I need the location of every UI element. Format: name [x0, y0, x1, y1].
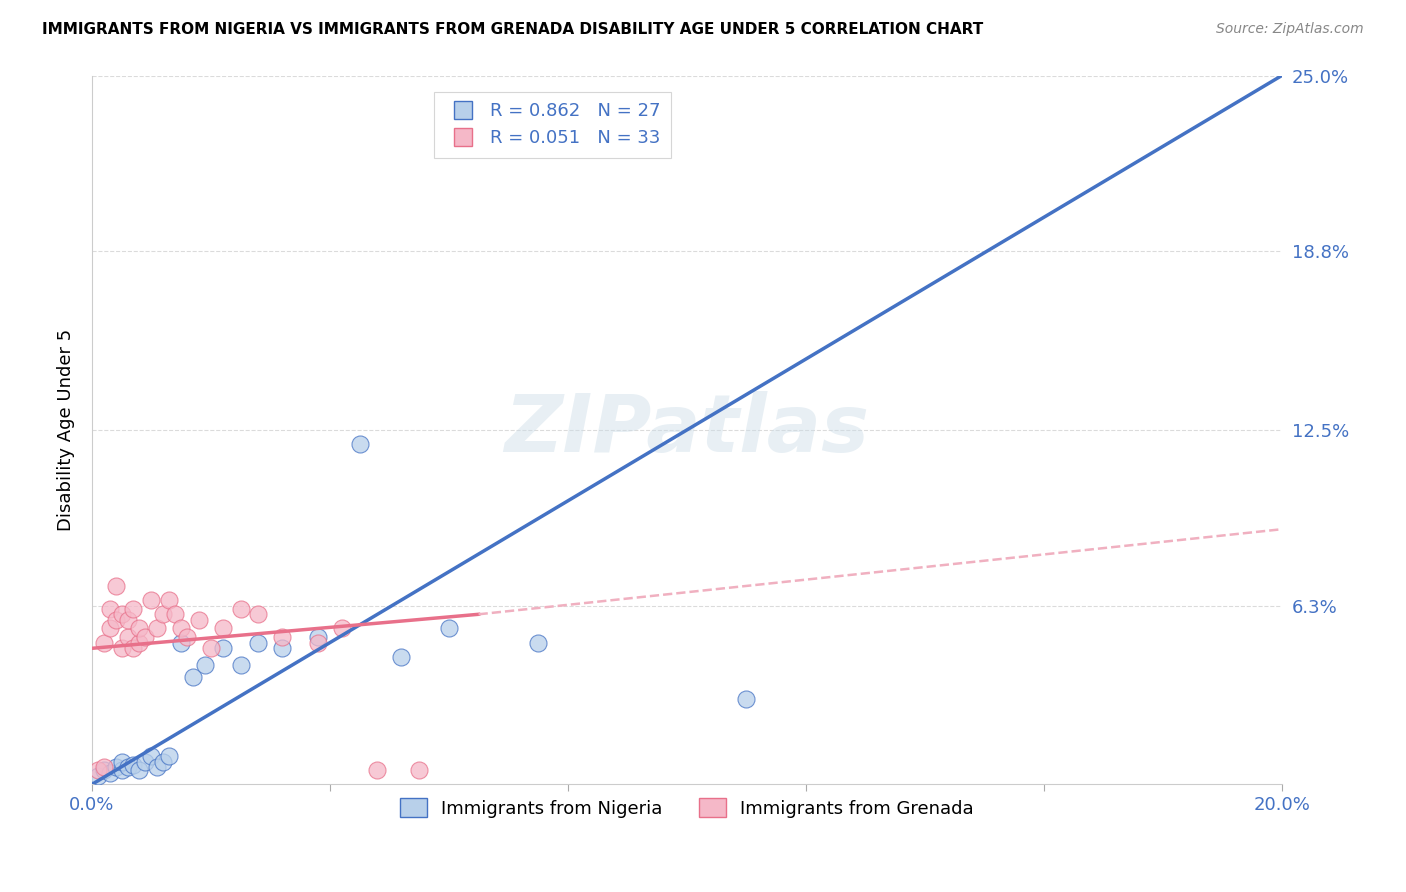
Point — [98, 622, 121, 636]
Point — [122, 601, 145, 615]
Point — [117, 760, 139, 774]
Point — [104, 579, 127, 593]
Point — [271, 641, 294, 656]
Point — [122, 641, 145, 656]
Point — [128, 635, 150, 649]
Point — [117, 613, 139, 627]
Point — [194, 658, 217, 673]
Point — [87, 764, 110, 778]
Point — [200, 641, 222, 656]
Point — [229, 658, 252, 673]
Point — [165, 607, 187, 622]
Point — [170, 622, 193, 636]
Point — [134, 755, 156, 769]
Point — [366, 764, 388, 778]
Point — [307, 630, 329, 644]
Point — [157, 593, 180, 607]
Point — [211, 622, 233, 636]
Point — [87, 769, 110, 783]
Point — [141, 593, 163, 607]
Point — [128, 622, 150, 636]
Point — [229, 601, 252, 615]
Point — [247, 607, 270, 622]
Legend: Immigrants from Nigeria, Immigrants from Grenada: Immigrants from Nigeria, Immigrants from… — [392, 791, 981, 825]
Point — [157, 749, 180, 764]
Point — [330, 622, 353, 636]
Y-axis label: Disability Age Under 5: Disability Age Under 5 — [58, 329, 75, 531]
Point — [110, 755, 132, 769]
Point — [176, 630, 198, 644]
Point — [104, 613, 127, 627]
Point — [122, 757, 145, 772]
Point — [110, 641, 132, 656]
Point — [93, 760, 115, 774]
Text: IMMIGRANTS FROM NIGERIA VS IMMIGRANTS FROM GRENADA DISABILITY AGE UNDER 5 CORREL: IMMIGRANTS FROM NIGERIA VS IMMIGRANTS FR… — [42, 22, 983, 37]
Point — [141, 749, 163, 764]
Point — [187, 613, 209, 627]
Point — [93, 764, 115, 778]
Point — [98, 766, 121, 780]
Point — [247, 635, 270, 649]
Point — [98, 601, 121, 615]
Point — [181, 670, 204, 684]
Point — [211, 641, 233, 656]
Point — [437, 622, 460, 636]
Point — [389, 649, 412, 664]
Point — [146, 622, 169, 636]
Point — [349, 437, 371, 451]
Point — [527, 635, 550, 649]
Point — [134, 630, 156, 644]
Point — [307, 635, 329, 649]
Point — [110, 764, 132, 778]
Point — [93, 635, 115, 649]
Point — [152, 755, 174, 769]
Point — [271, 630, 294, 644]
Point — [146, 760, 169, 774]
Point — [117, 630, 139, 644]
Text: ZIPatlas: ZIPatlas — [505, 391, 869, 469]
Point — [110, 607, 132, 622]
Point — [128, 764, 150, 778]
Point — [152, 607, 174, 622]
Point — [104, 760, 127, 774]
Point — [735, 692, 758, 706]
Text: Source: ZipAtlas.com: Source: ZipAtlas.com — [1216, 22, 1364, 37]
Point — [408, 764, 430, 778]
Point — [170, 635, 193, 649]
